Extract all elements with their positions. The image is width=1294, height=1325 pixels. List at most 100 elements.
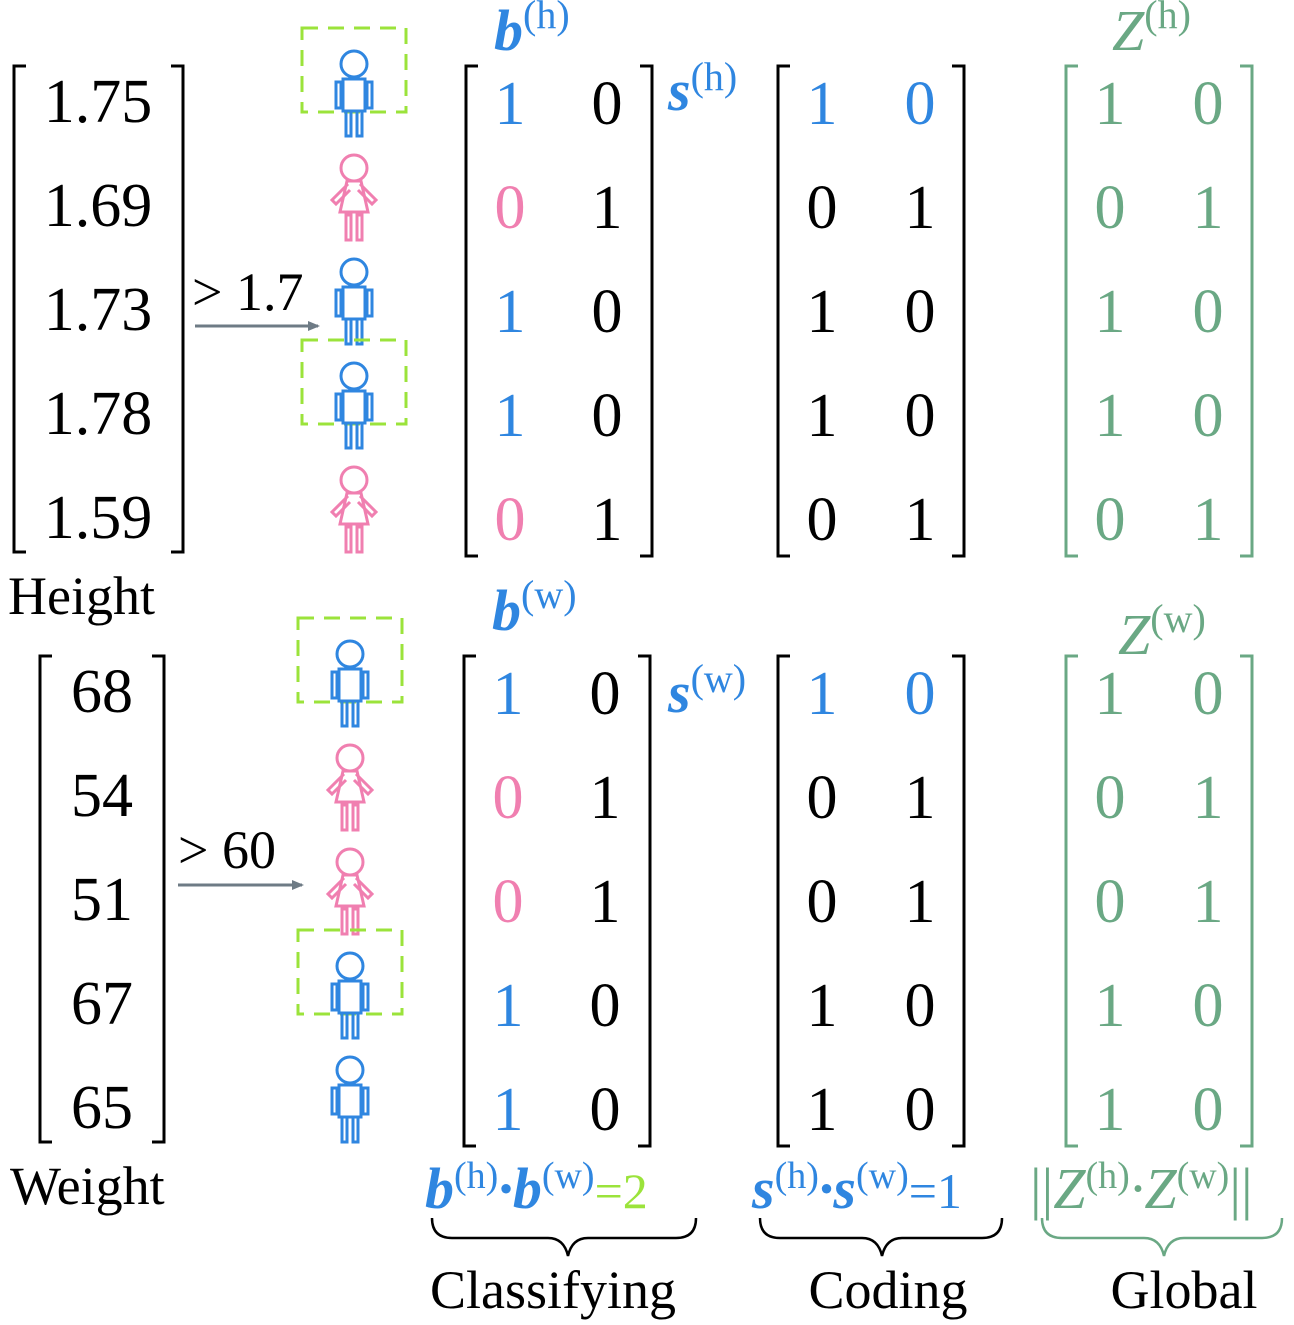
height-value: 1.69: [44, 172, 153, 240]
highlight-box: [296, 928, 404, 1016]
male-person-icon: [330, 951, 370, 1040]
matrix-cell: 1: [493, 1076, 524, 1144]
male-person-icon: [330, 639, 370, 728]
matrix-cell: 1: [905, 868, 936, 936]
male-person-icon: [330, 1055, 370, 1144]
matrix-bracket-right: [1240, 654, 1254, 1148]
caption-classifying: Classifying: [430, 1260, 676, 1320]
matrix-cell: 1: [493, 972, 524, 1040]
matrix-cell: 1: [493, 660, 524, 728]
matrix-s-w: 1 00 10 11 01 0: [776, 654, 966, 1148]
height-value: 1.59: [44, 484, 153, 552]
matrix-b-h: 1 00 11 01 00 1: [464, 64, 654, 558]
matrix-cell: 1: [1095, 1076, 1126, 1144]
matrix-cell: 0: [1193, 70, 1224, 138]
matrix-bracket-right: [952, 64, 966, 558]
height-threshold: > 1.7: [192, 262, 303, 322]
matrix-cell: 0: [1193, 278, 1224, 346]
weight-value: 54: [71, 762, 133, 830]
matrix-cell: 0: [592, 70, 623, 138]
matrix-bracket-left: [464, 64, 478, 558]
matrix-cell: 1: [905, 174, 936, 242]
matrix-cell: 0: [807, 868, 838, 936]
matrix-cell: 1: [1193, 486, 1224, 554]
matrix-cell: 1: [495, 70, 526, 138]
matrix-cell: 1: [807, 1076, 838, 1144]
matrix-cell: 1: [495, 278, 526, 346]
matrix-bracket-left: [1064, 654, 1078, 1148]
matrix-cell: 0: [590, 1076, 621, 1144]
global-formula: ||Z(h)·Z(w)||: [1030, 1155, 1253, 1221]
female-person-icon: [326, 847, 374, 936]
male-person-icon: [334, 49, 374, 138]
height-value: 1.78: [44, 380, 153, 448]
matrix-cell: 0: [807, 174, 838, 242]
weight-value: 51: [71, 866, 133, 934]
matrix-cell: 0: [590, 660, 621, 728]
weight-vector-bracket-right: [152, 654, 166, 1144]
person-icons: [296, 26, 408, 1144]
matrix-cell: 0: [807, 764, 838, 832]
matrix-cell: 1: [592, 174, 623, 242]
b-h-header: b(h): [494, 0, 570, 63]
matrix-cell: 0: [905, 382, 936, 450]
s-w-header: s(w): [667, 656, 746, 725]
matrix-cell: 1: [807, 278, 838, 346]
weight-threshold: > 60: [178, 820, 276, 880]
matrix-cell: 0: [905, 278, 936, 346]
height-vector-bracket-right: [171, 64, 185, 554]
matrix-cell: 1: [495, 382, 526, 450]
weight-label: Weight: [10, 1156, 165, 1216]
matrix-z-h: 1 00 11 01 00 1: [1064, 64, 1254, 558]
highlight-box: [300, 26, 408, 114]
matrix-cell: 0: [495, 486, 526, 554]
matrix-cell: 1: [1095, 70, 1126, 138]
matrix-cell: 1: [1193, 174, 1224, 242]
matrix-cell: 0: [1193, 382, 1224, 450]
matrix-cell: 1: [807, 70, 838, 138]
matrix-bracket-right: [638, 654, 652, 1148]
coding-brace: [758, 1217, 1004, 1257]
matrix-cell: 1: [1193, 764, 1224, 832]
matrix-cell: 1: [1095, 382, 1126, 450]
matrix-bracket-right: [1240, 64, 1254, 558]
weight-vector-bracket-left: [38, 654, 52, 1144]
matrix-cell: 0: [905, 1076, 936, 1144]
s-h-header: s(h): [667, 54, 737, 123]
matrix-bracket-left: [462, 654, 476, 1148]
weight-value: 65: [71, 1074, 133, 1142]
matrix-cell: 1: [905, 764, 936, 832]
matrix-cell: 1: [807, 972, 838, 1040]
matrix-bracket-left: [776, 654, 790, 1148]
matrix-bracket-right: [640, 64, 654, 558]
female-person-icon: [330, 153, 378, 242]
weight-value: 68: [71, 658, 133, 726]
weight-value: 67: [71, 970, 133, 1038]
height-vector-bracket-left: [12, 64, 26, 554]
matrix-cell: 1: [590, 868, 621, 936]
matrix-bracket-right: [952, 654, 966, 1148]
female-person-icon: [326, 743, 374, 832]
matrix-cell: 0: [1095, 764, 1126, 832]
matrix-bracket-left: [1064, 64, 1078, 558]
matrix-cell: 0: [1095, 868, 1126, 936]
classifying-brace: [430, 1217, 698, 1257]
matrix-cell: 1: [1095, 278, 1126, 346]
matrix-cell: 0: [905, 660, 936, 728]
matrix-b-w: 1 00 10 11 01 0: [462, 654, 652, 1148]
female-person-icon: [330, 465, 378, 554]
matrix-cell: 0: [590, 972, 621, 1040]
matrix-cell: 1: [590, 764, 621, 832]
matrix-z-w: 1 00 10 11 01 0: [1064, 654, 1254, 1148]
matrix-cell: 1: [1193, 868, 1224, 936]
height-label: Height: [8, 566, 155, 626]
matrix-cell: 1: [1095, 660, 1126, 728]
global-brace: [1040, 1217, 1284, 1257]
matrix-cell: 1: [1095, 972, 1126, 1040]
matrix-cell: 0: [1193, 972, 1224, 1040]
highlight-box: [300, 338, 408, 426]
coding-formula: s(h)·s(w)=1: [751, 1155, 962, 1221]
matrix-cell: 0: [592, 382, 623, 450]
matrix-cell: 0: [905, 70, 936, 138]
